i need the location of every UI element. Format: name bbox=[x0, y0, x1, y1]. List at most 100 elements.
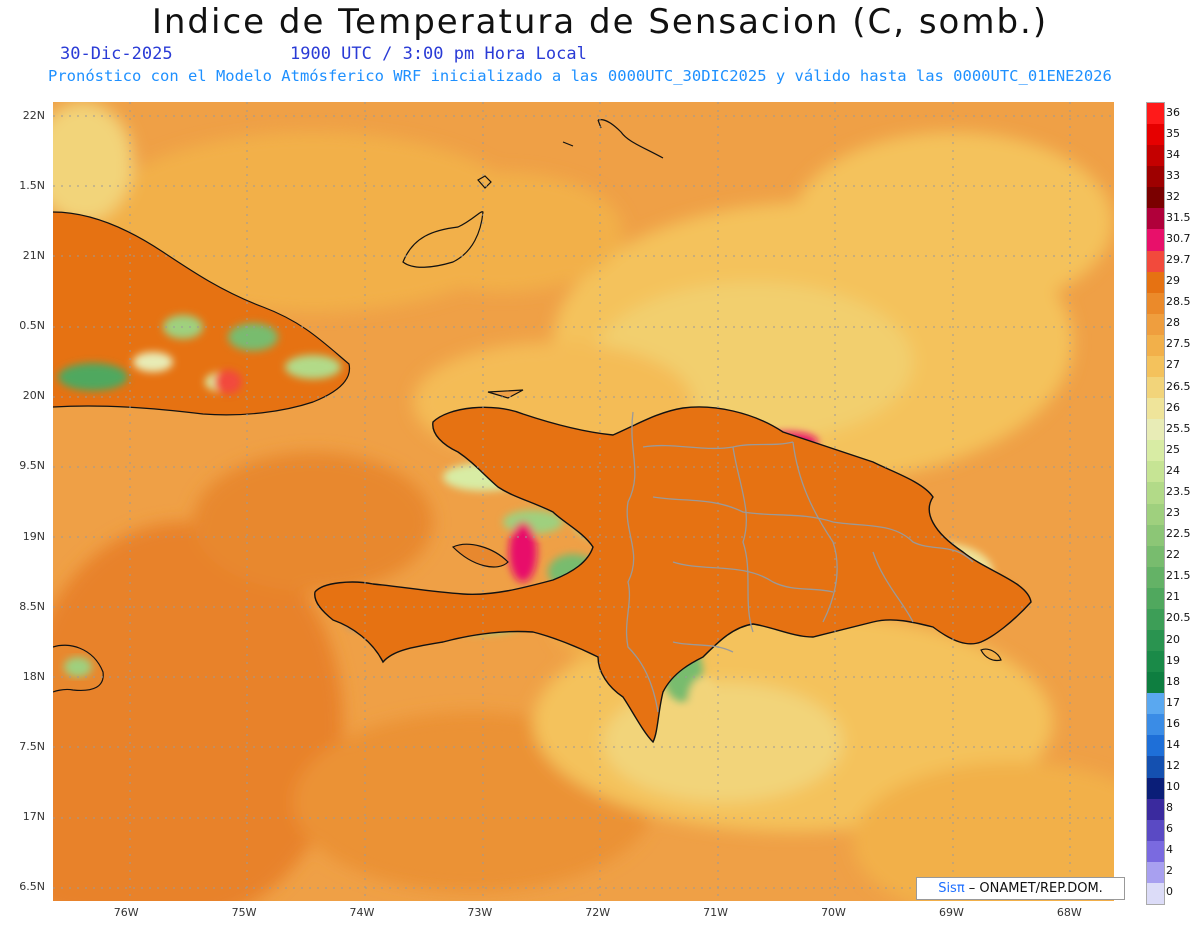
colorbar-swatch bbox=[1147, 187, 1164, 209]
cuba-landmass bbox=[53, 211, 351, 416]
temperature-map bbox=[53, 102, 1114, 901]
lat-tick-label: 22N bbox=[22, 109, 45, 123]
colorbar-label: 23.5 bbox=[1166, 484, 1191, 498]
colorbar-swatch bbox=[1147, 103, 1164, 125]
lon-tick-label: 72W bbox=[585, 906, 611, 919]
lon-tick-label: 71W bbox=[703, 906, 729, 919]
colorbar-swatch bbox=[1147, 882, 1164, 905]
lon-tick-label: 76W bbox=[113, 906, 139, 919]
colorbar-swatch bbox=[1147, 334, 1164, 357]
colorbar-swatch bbox=[1147, 419, 1164, 441]
colorbar-swatch bbox=[1147, 840, 1164, 863]
colorbar-label: 26.5 bbox=[1166, 379, 1191, 393]
colorbar-swatch bbox=[1147, 651, 1164, 673]
colorbar-swatch bbox=[1147, 693, 1164, 715]
colorbar-label: 8 bbox=[1166, 801, 1173, 815]
colorbar-swatch bbox=[1147, 461, 1164, 483]
forecast-date: 30-Dic-2025 bbox=[60, 44, 173, 64]
colorbar-swatch bbox=[1147, 208, 1164, 230]
lat-tick-label: 18N bbox=[22, 669, 45, 683]
colorbar-swatch bbox=[1147, 587, 1164, 610]
colorbar-swatch bbox=[1147, 145, 1164, 167]
lon-tick-label: 69W bbox=[938, 906, 964, 919]
colorbar-swatch bbox=[1147, 398, 1164, 420]
lon-tick-label: 70W bbox=[821, 906, 846, 919]
colorbar-swatch bbox=[1147, 545, 1164, 568]
colorbar-label: 33 bbox=[1166, 168, 1180, 182]
colorbar-label: 32 bbox=[1166, 189, 1180, 203]
colorbar-label: 27 bbox=[1166, 358, 1180, 372]
colorbar-label: 12 bbox=[1166, 758, 1180, 772]
lat-tick-label: 21N bbox=[22, 249, 45, 263]
colorbar-label: 31.5 bbox=[1166, 210, 1191, 224]
model-info: Pronóstico con el Modelo Atmósferico WRF… bbox=[48, 67, 1112, 85]
colorbar-label: 16 bbox=[1166, 716, 1180, 730]
colorbar-label: 4 bbox=[1166, 843, 1173, 857]
lat-tick-label: 20N bbox=[22, 389, 45, 403]
colorbar-swatch bbox=[1147, 735, 1164, 757]
colorbar-swatch bbox=[1147, 166, 1164, 188]
colorbar-label: 20.5 bbox=[1166, 611, 1191, 625]
colorbar-swatch bbox=[1147, 355, 1164, 378]
colorbar-swatch bbox=[1147, 714, 1164, 736]
colorbar-label: 36 bbox=[1166, 105, 1180, 119]
credit-org: – ONAMET/REP.DOM. bbox=[964, 881, 1103, 896]
lat-tick-label: 9.5N bbox=[19, 459, 45, 473]
colorbar-swatch bbox=[1147, 756, 1164, 779]
colorbar-swatch bbox=[1147, 229, 1164, 252]
colorbar-swatch bbox=[1147, 629, 1164, 652]
colorbar-label: 21.5 bbox=[1166, 569, 1191, 583]
jamaica-landmass bbox=[53, 644, 104, 693]
colorbar-swatch bbox=[1147, 313, 1164, 336]
colorbar bbox=[1146, 102, 1165, 905]
colorbar-swatch bbox=[1147, 819, 1164, 842]
forecast-time: 1900 UTC / 3:00 pm Hora Local bbox=[290, 44, 587, 64]
colorbar-label: 25 bbox=[1166, 442, 1180, 456]
colorbar-label: 21 bbox=[1166, 590, 1180, 604]
map-title: Indice de Temperatura de Sensacion (C, s… bbox=[151, 2, 1049, 42]
lon-tick-label: 74W bbox=[349, 906, 375, 919]
bahamas-islands bbox=[402, 119, 664, 268]
colorbar-label: 24 bbox=[1166, 463, 1180, 477]
colorbar-label: 27.5 bbox=[1166, 337, 1191, 351]
colorbar-label: 29.7 bbox=[1166, 253, 1191, 267]
colorbar-swatch bbox=[1147, 566, 1164, 589]
colorbar-label: 0 bbox=[1166, 885, 1173, 899]
colorbar-label: 22 bbox=[1166, 548, 1180, 562]
colorbar-swatch bbox=[1147, 482, 1164, 504]
lat-tick-label: 7.5N bbox=[19, 739, 45, 753]
colorbar-swatch bbox=[1147, 861, 1164, 884]
colorbar-label: 19 bbox=[1166, 653, 1180, 667]
colorbar-label: 20 bbox=[1166, 632, 1180, 646]
colorbar-label: 22.5 bbox=[1166, 527, 1191, 541]
colorbar-swatch bbox=[1147, 250, 1164, 273]
credit-box: Sisπ – ONAMET/REP.DOM. bbox=[916, 877, 1125, 900]
colorbar-label: 34 bbox=[1166, 147, 1180, 161]
colorbar-label: 25.5 bbox=[1166, 421, 1191, 435]
lat-tick-label: 0.5N bbox=[19, 319, 45, 333]
province-borders bbox=[625, 411, 974, 713]
colorbar-label: 30.7 bbox=[1166, 232, 1191, 245]
colorbar-swatch bbox=[1147, 271, 1164, 294]
colorbar-label: 6 bbox=[1166, 822, 1173, 836]
colorbar-label: 35 bbox=[1166, 126, 1180, 140]
lat-tick-label: 1.5N bbox=[19, 179, 45, 193]
colorbar-label: 28 bbox=[1166, 316, 1180, 330]
colorbar-swatch bbox=[1147, 124, 1164, 146]
colorbar-swatch bbox=[1147, 798, 1164, 821]
lat-tick-label: 6.5N bbox=[19, 879, 45, 893]
colorbar-label: 2 bbox=[1166, 864, 1173, 878]
colorbar-swatch bbox=[1147, 440, 1164, 462]
lat-lon-grid bbox=[53, 102, 1114, 901]
colorbar-label: 10 bbox=[1166, 780, 1180, 794]
hispaniola-landmass bbox=[314, 389, 1032, 743]
colorbar-label: 18 bbox=[1166, 674, 1180, 688]
lon-tick-label: 75W bbox=[231, 906, 257, 919]
lat-tick-label: 17N bbox=[22, 809, 45, 823]
lat-tick-label: 8.5N bbox=[19, 599, 45, 613]
colorbar-label: 26 bbox=[1166, 400, 1180, 414]
colorbar-label: 23 bbox=[1166, 506, 1180, 520]
colorbar-swatch bbox=[1147, 777, 1164, 800]
colorbar-swatch bbox=[1147, 524, 1164, 547]
colorbar-swatch bbox=[1147, 377, 1164, 399]
